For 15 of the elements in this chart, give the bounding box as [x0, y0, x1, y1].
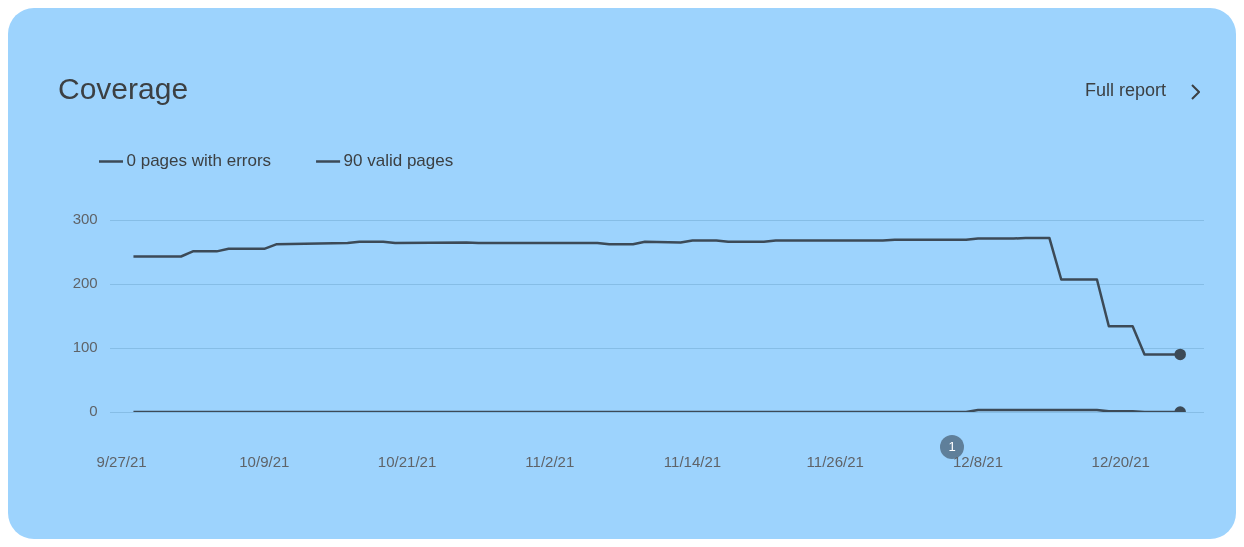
text: Full report: [1084, 80, 1166, 101]
x-tick-label: 11/26/21: [806, 453, 864, 471]
chart-title: Coverage: [58, 72, 189, 106]
x-tick-label: 10/21/21: [377, 453, 437, 471]
y-tick-label: 300: [72, 210, 98, 228]
x-tick-label: 9/27/21: [96, 453, 147, 471]
y-tick-label: 0: [89, 402, 98, 420]
legend-label: 0 pages with errors: [126, 151, 272, 171]
x-tick-label: 11/2/21: [525, 453, 575, 471]
y-tick-label: 200: [72, 274, 98, 292]
x-tick-label: 12/20/21: [1091, 453, 1150, 471]
y-tick-label: 100: [72, 338, 98, 356]
x-tick-label: 10/9/21: [239, 453, 290, 471]
legend-label: 90 valid pages: [343, 151, 454, 171]
x-tick-label: 11/14/21: [663, 453, 722, 471]
